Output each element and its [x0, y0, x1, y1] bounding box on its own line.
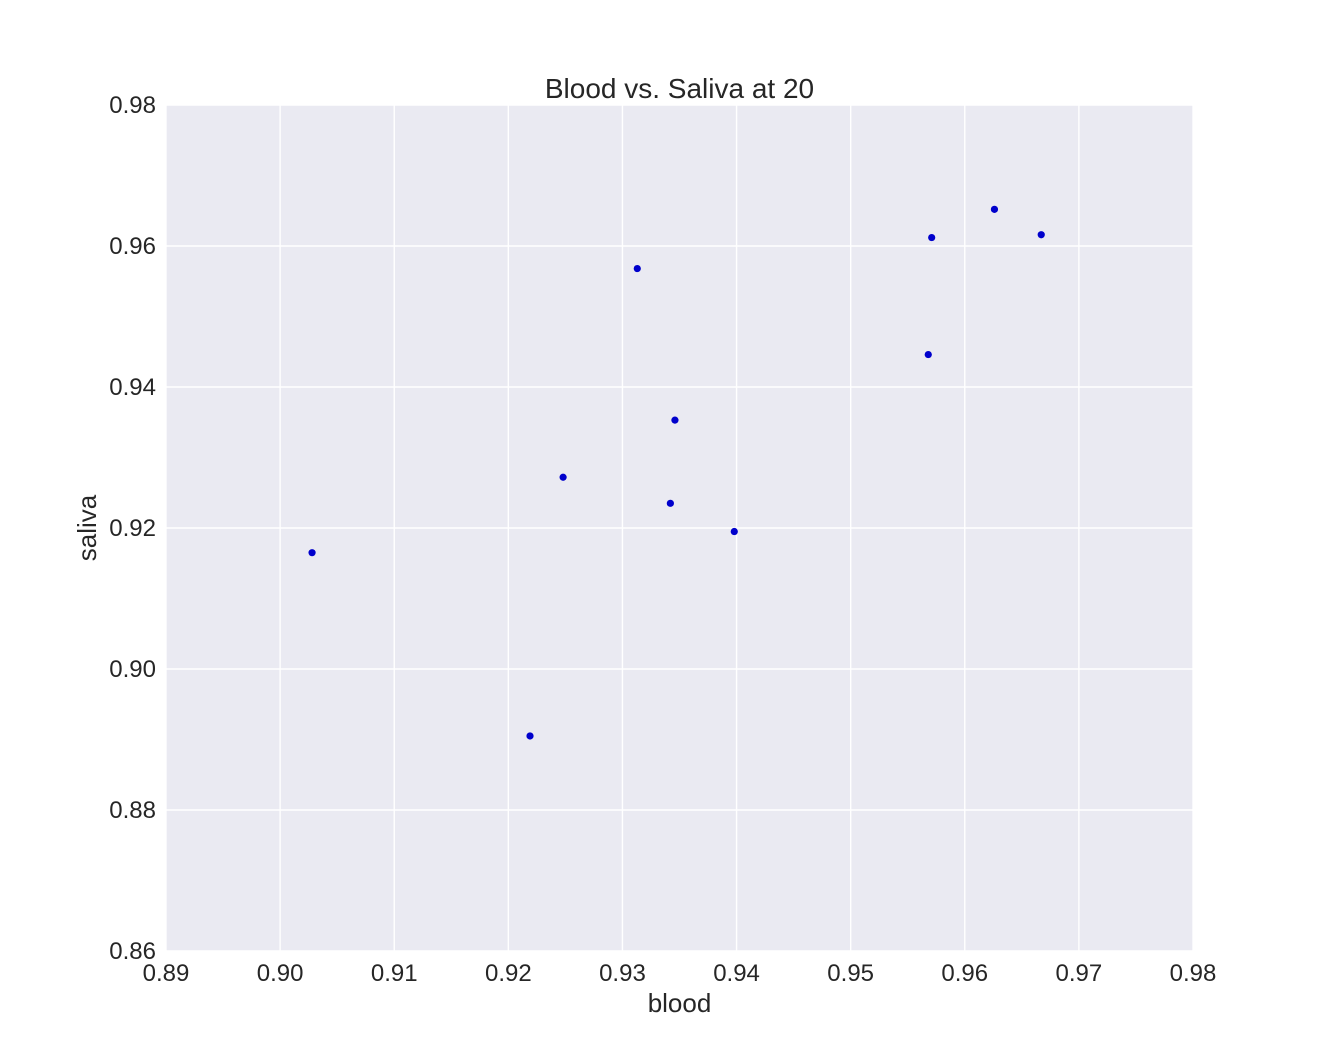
data-point — [671, 416, 679, 424]
data-point — [928, 233, 936, 242]
x-tick-label: 0.93 — [599, 960, 646, 987]
x-tick-label: 0.98 — [1170, 960, 1217, 987]
y-tick-label: 0.94 — [109, 374, 156, 401]
x-tick-label: 0.97 — [1056, 960, 1103, 987]
x-axis-label: blood — [648, 988, 712, 1018]
y-axis-label: saliva — [72, 494, 102, 561]
y-tick-label: 0.86 — [109, 938, 156, 965]
data-point — [1037, 231, 1045, 239]
y-tick-label: 0.96 — [109, 233, 156, 260]
x-tick-label: 0.92 — [485, 960, 532, 987]
data-point — [308, 549, 316, 557]
x-tick-label: 0.96 — [941, 960, 988, 987]
y-tick-label: 0.98 — [109, 92, 156, 119]
x-tick-label: 0.91 — [371, 960, 418, 987]
x-tick-label: 0.89 — [143, 960, 190, 987]
x-tick-label: 0.90 — [257, 960, 304, 987]
data-point — [666, 499, 674, 507]
data-point — [559, 473, 567, 481]
data-points — [308, 205, 1045, 740]
data-point — [730, 527, 738, 536]
data-point — [990, 205, 999, 213]
y-tick-label: 0.88 — [109, 797, 156, 824]
y-tick-labels: 0.86 0.88 0.90 0.92 0.94 0.96 0.98 — [109, 92, 156, 965]
y-tick-label: 0.90 — [109, 656, 156, 683]
data-point — [633, 264, 641, 273]
data-point — [526, 732, 534, 740]
y-gridlines — [166, 104, 1193, 952]
data-point — [924, 350, 932, 359]
x-tick-label: 0.95 — [827, 960, 874, 987]
y-tick-label: 0.92 — [109, 515, 156, 542]
x-tick-labels: 0.89 0.90 0.91 0.92 0.93 0.94 0.95 0.96 0.97 0.98 — [143, 960, 1217, 987]
chart-title: Blood vs. Saliva at 20 — [545, 73, 814, 104]
x-tick-label: 0.94 — [713, 960, 760, 987]
